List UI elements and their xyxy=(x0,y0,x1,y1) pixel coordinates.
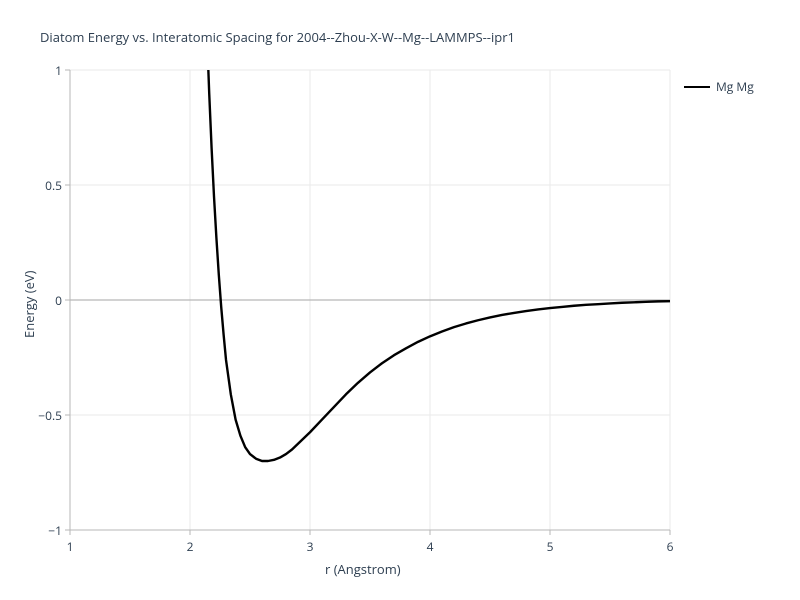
legend-label: Mg Mg xyxy=(716,78,754,95)
x-tick-label: 6 xyxy=(655,538,685,555)
x-tick-label: 2 xyxy=(175,538,205,555)
tick-marks xyxy=(65,70,670,535)
x-tick-label: 5 xyxy=(535,538,565,555)
plot-svg xyxy=(0,0,800,600)
y-tick-label: −0.5 xyxy=(38,407,62,424)
y-tick-label: −1 xyxy=(48,522,62,539)
legend[interactable]: Mg Mg xyxy=(684,78,754,95)
y-tick-label: 0.5 xyxy=(45,177,62,194)
y-tick-label: 1 xyxy=(55,62,62,79)
chart-container: Diatom Energy vs. Interatomic Spacing fo… xyxy=(0,0,800,600)
legend-item[interactable]: Mg Mg xyxy=(684,78,754,95)
y-tick-label: 0 xyxy=(55,292,62,309)
series-group xyxy=(202,0,670,461)
x-tick-label: 4 xyxy=(415,538,445,555)
legend-swatch xyxy=(684,86,710,88)
x-tick-label: 3 xyxy=(295,538,325,555)
x-tick-label: 1 xyxy=(55,538,85,555)
